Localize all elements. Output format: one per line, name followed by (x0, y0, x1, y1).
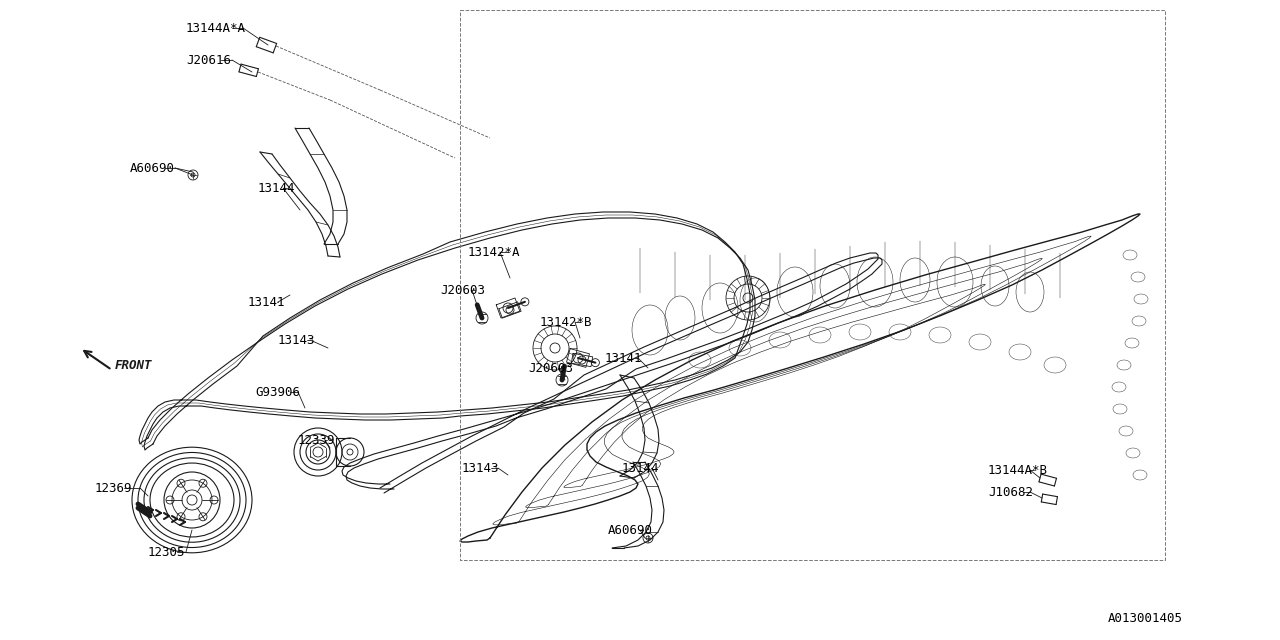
Text: 12339: 12339 (298, 433, 335, 447)
Text: A60690: A60690 (131, 161, 175, 175)
Text: 13142*A: 13142*A (468, 246, 521, 259)
Text: A013001405: A013001405 (1108, 611, 1183, 625)
Text: 13142*B: 13142*B (540, 316, 593, 328)
Text: J20603: J20603 (529, 362, 573, 374)
Text: 12369: 12369 (95, 481, 133, 495)
Text: 12305: 12305 (148, 545, 186, 559)
Text: A60690: A60690 (608, 524, 653, 536)
Text: J10682: J10682 (988, 486, 1033, 499)
Text: 13144A*A: 13144A*A (186, 22, 246, 35)
Text: 13144: 13144 (622, 461, 659, 474)
Text: J20603: J20603 (440, 284, 485, 296)
Text: 13143: 13143 (278, 333, 315, 346)
Text: G93906: G93906 (255, 385, 300, 399)
Text: 13143: 13143 (462, 461, 499, 474)
Text: 13144: 13144 (259, 182, 296, 195)
Text: FRONT: FRONT (115, 358, 152, 371)
Text: 13141: 13141 (605, 351, 643, 365)
Text: 13141: 13141 (248, 296, 285, 308)
Text: 13144A*B: 13144A*B (988, 463, 1048, 477)
Text: J20616: J20616 (186, 54, 230, 67)
